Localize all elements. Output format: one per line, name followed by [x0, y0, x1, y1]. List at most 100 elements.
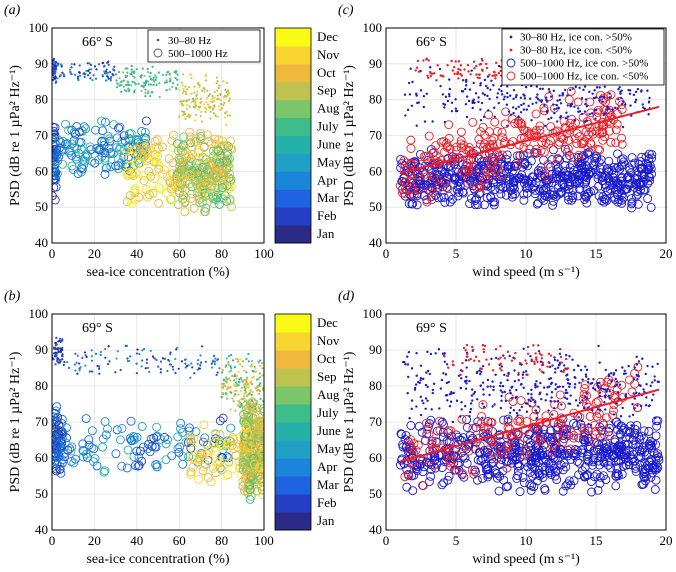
data-point-500-1000hz: [257, 477, 264, 487]
data-point-30-80hz: [105, 68, 108, 71]
data-point-30-80hz: [493, 106, 496, 109]
data-point-30-80hz: [213, 360, 217, 363]
data-point-30-80hz: [585, 392, 588, 395]
data-point-30-80hz: [493, 71, 496, 74]
data-point-30-80hz: [469, 357, 472, 361]
panel-title: 69° S: [82, 321, 113, 336]
data-point-500-1000hz: [600, 194, 609, 204]
data-point-30-80hz: [541, 361, 544, 364]
data-point-30-80hz: [493, 115, 497, 118]
data-point-30-80hz: [610, 371, 613, 375]
data-point-30-80hz: [585, 368, 589, 372]
data-point-30-80hz: [241, 397, 244, 401]
data-point-500-1000hz: [526, 486, 536, 495]
data-point-30-80hz: [491, 369, 495, 372]
data-point-30-80hz: [593, 89, 596, 92]
data-point-30-80hz: [147, 90, 150, 93]
data-point-500-1000hz: [129, 435, 139, 445]
y-axis-label: PSD (dB re 1 µPa² Hz⁻¹): [342, 65, 357, 206]
data-point-500-1000hz: [399, 188, 409, 198]
data-point-500-1000hz: [56, 426, 66, 436]
data-point-500-1000hz: [251, 444, 261, 454]
data-point-30-80hz: [146, 67, 149, 70]
data-point-30-80hz: [186, 103, 189, 107]
data-point-30-80hz: [443, 120, 447, 124]
colorbar-swatch: [275, 476, 311, 495]
data-point-500-1000hz: [199, 142, 209, 152]
data-point-500-1000hz: [625, 426, 634, 436]
data-point-30-80hz: [565, 367, 569, 371]
y-tick-label: 90: [35, 342, 48, 357]
data-point-500-1000hz: [429, 460, 439, 470]
data-point-30-80hz: [152, 356, 155, 359]
data-point-500-1000hz: [211, 163, 221, 173]
data-point-500-1000hz: [173, 200, 183, 210]
data-point-500-1000hz: [115, 122, 125, 132]
data-point-500-1000hz: [210, 134, 220, 144]
data-point-500-1000hz: [217, 465, 227, 475]
data-point-30-80hz: [459, 386, 463, 390]
data-point-500-1000hz: [548, 196, 558, 206]
data-point-30-80hz: [525, 108, 528, 111]
data-point-30-80hz: [206, 89, 209, 92]
data-point-500-1000hz: [635, 445, 645, 455]
data-point-30-80hz: [133, 76, 136, 79]
data-point-500-1000hz: [555, 137, 564, 147]
data-point-30-80hz: [222, 103, 225, 107]
data-point-500-1000hz: [489, 200, 499, 210]
data-point-30-80hz: [221, 369, 225, 372]
data-point-30-80hz: [54, 363, 57, 366]
panel-title: 66° S: [82, 35, 113, 50]
data-point-30-80hz: [410, 407, 413, 411]
data-point-500-1000hz: [226, 174, 236, 184]
data-point-30-80hz: [414, 383, 418, 386]
data-point-30-80hz: [90, 370, 94, 373]
data-point-500-1000hz: [496, 189, 506, 199]
data-point-500-1000hz: [444, 169, 454, 179]
data-point-30-80hz: [481, 416, 484, 419]
data-point-30-80hz: [421, 399, 424, 402]
colorbar-label: Feb: [317, 208, 337, 223]
data-point-500-1000hz: [72, 143, 82, 153]
data-point-500-1000hz: [198, 197, 208, 207]
colorbar-label: Dec: [317, 315, 338, 330]
data-point-30-80hz: [532, 344, 535, 347]
data-point-30-80hz: [443, 106, 446, 109]
data-point-500-1000hz: [502, 463, 512, 473]
data-point-500-1000hz: [54, 143, 64, 153]
data-point-30-80hz: [608, 426, 611, 430]
data-point-30-80hz: [512, 409, 516, 412]
data-point-30-80hz: [439, 387, 443, 390]
data-point-30-80hz: [518, 361, 522, 365]
data-point-500-1000hz: [505, 175, 515, 185]
data-point-500-1000hz: [646, 440, 656, 450]
data-point-30-80hz: [534, 382, 537, 386]
data-point-30-80hz: [607, 107, 610, 111]
data-point-30-80hz: [145, 361, 148, 364]
data-point-30-80hz: [155, 83, 158, 86]
data-point-30-80hz: [141, 349, 144, 352]
data-point-500-1000hz: [220, 183, 230, 193]
data-point-30-80hz: [560, 361, 563, 364]
data-point-30-80hz: [215, 89, 219, 92]
data-point-500-1000hz: [243, 429, 253, 439]
data-point-30-80hz: [157, 365, 160, 368]
data-point-30-80hz: [480, 370, 483, 374]
colorbar-label: Jan: [317, 226, 335, 241]
data-point-500-1000hz: [84, 435, 94, 445]
data-point-500-1000hz: [412, 465, 422, 475]
data-point-500-1000hz: [500, 119, 510, 129]
data-point-30-80hz: [548, 385, 551, 388]
data-point-500-1000hz: [647, 153, 657, 163]
data-point-30-80hz: [58, 358, 62, 362]
data-point-500-1000hz: [250, 459, 259, 469]
data-point-30-80hz: [508, 94, 512, 97]
data-point-30-80hz: [143, 84, 147, 87]
data-point-30-80hz: [174, 371, 177, 375]
data-point-30-80hz: [547, 117, 550, 121]
data-point-30-80hz: [519, 96, 523, 99]
y-tick-label: 60: [35, 163, 48, 178]
data-point-30-80hz: [228, 370, 231, 374]
data-point-500-1000hz: [480, 175, 490, 185]
data-point-30-80hz: [130, 84, 133, 87]
